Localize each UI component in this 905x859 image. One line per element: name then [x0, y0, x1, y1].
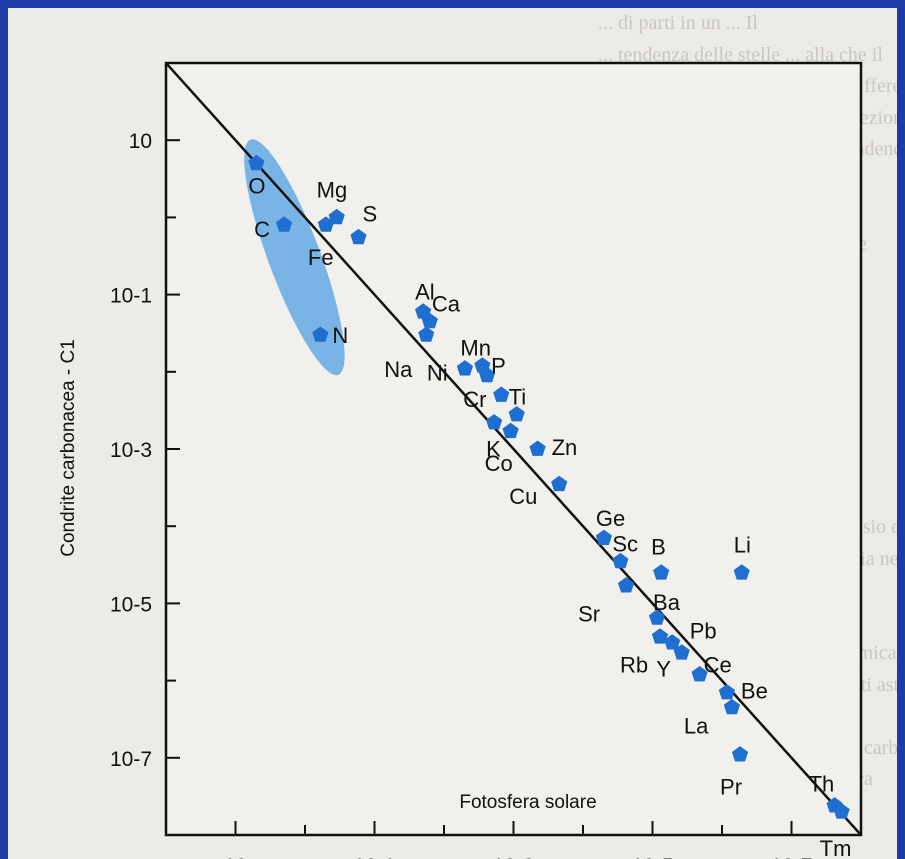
- point-label-fe: Fe: [308, 245, 334, 270]
- point-label-be: Be: [741, 679, 768, 704]
- point-label-mg: Mg: [317, 177, 348, 202]
- x-tick-label: 10-7: [770, 855, 812, 859]
- x-tick-label: 10: [224, 855, 247, 859]
- data-point-p: [479, 366, 496, 383]
- data-point-ba: [649, 609, 666, 625]
- point-label-li: Li: [734, 533, 751, 558]
- point-label-ge: Ge: [596, 506, 625, 531]
- data-point-al: [415, 303, 432, 319]
- data-point-sc: [612, 552, 629, 569]
- gas-elements-highlight: [244, 139, 345, 376]
- data-point-tm: [833, 803, 850, 819]
- data-point-b: [653, 564, 670, 580]
- y-axis-label: Condrite carbonacea - C1: [58, 339, 79, 557]
- data-point-ca: [421, 312, 438, 329]
- point-label-s: S: [362, 201, 377, 226]
- data-point-n: [312, 326, 329, 342]
- data-point-mg: [328, 208, 345, 225]
- data-point-la: [723, 698, 740, 715]
- data-point-pr: [732, 746, 749, 762]
- x-tick-label: 10-3: [492, 855, 534, 859]
- point-label-pb: Pb: [690, 619, 717, 644]
- point-label-ni: Ni: [427, 361, 448, 386]
- data-point-ti: [508, 406, 525, 422]
- data-point-ge: [595, 529, 612, 545]
- data-point-cu: [551, 475, 568, 492]
- point-label-o: O: [248, 173, 265, 198]
- data-point-k: [486, 414, 503, 430]
- point-label-ce: Ce: [704, 652, 732, 677]
- point-label-cu: Cu: [509, 484, 537, 509]
- data-point-sr: [618, 577, 635, 593]
- point-label-ti: Ti: [509, 384, 527, 409]
- background-text-line: ... di parti in un ... Il: [598, 12, 758, 34]
- data-point-y: [664, 634, 681, 650]
- point-label-ba: Ba: [653, 590, 681, 615]
- point-label-c: C: [254, 217, 270, 242]
- data-point-pb: [673, 644, 690, 660]
- y-tick-label: 10-7: [110, 748, 152, 771]
- data-point-be: [718, 684, 735, 700]
- point-label-co: Co: [485, 451, 513, 476]
- point-label-pr: Pr: [720, 775, 742, 800]
- point-label-ca: Ca: [432, 291, 461, 316]
- data-point-s: [350, 228, 367, 245]
- x-tick-label: 10-1: [353, 855, 395, 859]
- data-point-ce: [691, 666, 708, 682]
- data-point-co: [502, 422, 519, 439]
- data-point-na: [418, 326, 435, 342]
- point-label-th: Th: [809, 772, 835, 797]
- data-point-cr: [493, 386, 510, 402]
- point-label-zn: Zn: [552, 435, 578, 460]
- data-point-ni: [456, 360, 473, 376]
- point-label-mn: Mn: [460, 336, 491, 361]
- book-page: ... di parti in un ... Il ... tendenza de…: [8, 8, 897, 859]
- point-label-na: Na: [384, 357, 413, 382]
- point-label-k: K: [486, 437, 501, 462]
- data-point-c: [276, 216, 293, 232]
- y-tick-label: 10-5: [110, 593, 152, 616]
- background-text-line: ... tendenza delle stelle ... alla che i…: [598, 43, 883, 66]
- x-axis-label: Fotosfera solare: [459, 792, 596, 813]
- data-point-li: [733, 564, 750, 580]
- data-point-zn: [529, 440, 546, 456]
- point-label-sc: Sc: [612, 531, 638, 556]
- point-label-al: Al: [415, 280, 435, 305]
- data-point-fe: [317, 216, 334, 232]
- plot-frame: [164, 61, 863, 837]
- point-label-rb: Rb: [620, 653, 648, 678]
- data-point-o: [248, 154, 265, 171]
- point-label-sr: Sr: [578, 602, 600, 627]
- point-label-n: N: [332, 323, 348, 348]
- data-point-rb: [651, 628, 669, 644]
- point-label-y: Y: [656, 657, 671, 682]
- point-label-p: P: [491, 353, 506, 378]
- reference-line: [166, 63, 861, 835]
- point-label-tm: Tm: [820, 836, 852, 859]
- point-label-cr: Cr: [463, 387, 486, 412]
- y-tick-label: 10-1: [110, 285, 152, 308]
- point-label-b: B: [651, 535, 666, 560]
- y-tick-label: 10-3: [110, 439, 152, 462]
- y-tick-label: 10: [129, 130, 152, 153]
- point-label-la: La: [684, 713, 709, 738]
- x-tick-label: 10-5: [631, 855, 673, 859]
